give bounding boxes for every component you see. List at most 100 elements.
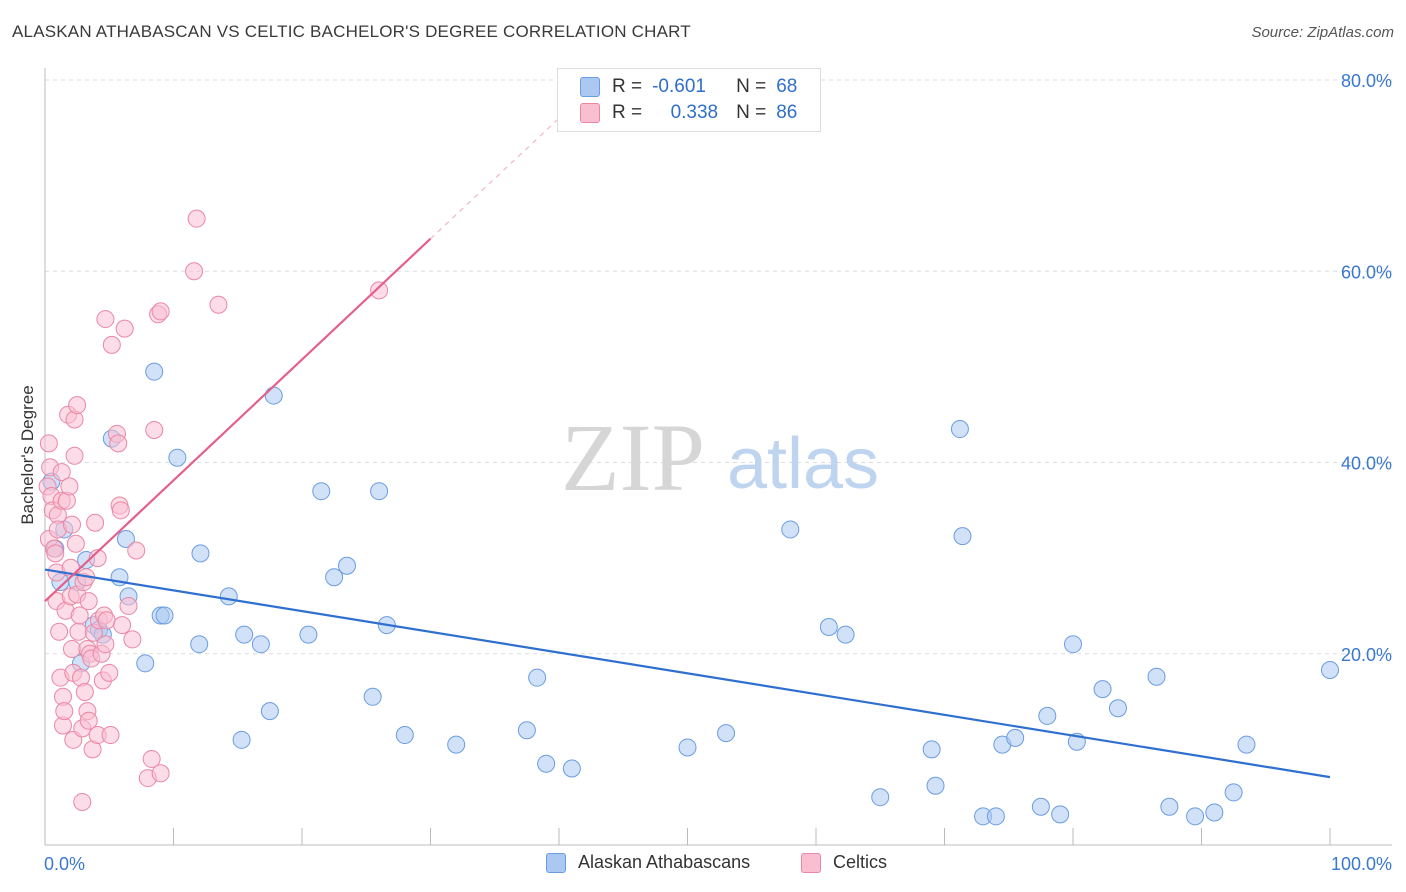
- legend-row-athabascan: R = -0.601 N = 68: [580, 75, 797, 99]
- celtic-trend-extension: [430, 117, 560, 240]
- y-tick-label: 80.0%: [1341, 71, 1392, 91]
- athabascan-point: [517, 721, 536, 740]
- celtic-point: [60, 477, 79, 496]
- athabascan-point: [337, 556, 356, 575]
- athabascan-point: [1224, 783, 1243, 802]
- athabascan-point: [299, 625, 318, 644]
- x-tick-label: 100.0%: [1331, 854, 1392, 874]
- legend-swatch-athabascan: [580, 77, 600, 97]
- celtic-point: [113, 616, 132, 635]
- celtic-point: [109, 434, 128, 453]
- celtic-point: [145, 420, 164, 439]
- athabascan-point: [528, 668, 547, 687]
- legend-n-label: N =: [736, 76, 767, 97]
- y-tick-label: 20.0%: [1341, 645, 1392, 665]
- celtic-point: [187, 209, 206, 228]
- athabascan-point: [116, 530, 135, 548]
- athabascan-point: [1108, 699, 1127, 718]
- athabascan-point: [950, 420, 969, 439]
- legend-swatch-celtics: [580, 103, 600, 123]
- athabascan-point: [325, 568, 344, 587]
- celtic-point: [101, 726, 120, 745]
- athabascan-point: [871, 788, 890, 807]
- axes: [44, 68, 1392, 846]
- celtic-point: [96, 310, 115, 329]
- athabascan-point: [1093, 680, 1112, 699]
- celtic-point: [97, 611, 116, 630]
- celtic-point: [370, 281, 389, 300]
- celtic-point: [65, 446, 84, 465]
- celtic-point: [75, 683, 94, 701]
- legend-item-athabascans[interactable]: Alaskan Athabascans: [546, 852, 750, 873]
- celtic-point: [142, 749, 161, 768]
- legend-row-celtics: R = 0.338 N = 86: [580, 101, 797, 125]
- athabascan-trend-line: [44, 568, 1331, 779]
- athabascan-point: [145, 362, 164, 381]
- athabascan-point: [537, 754, 556, 773]
- athabascan-point: [235, 625, 254, 644]
- legend-item-celtics[interactable]: Celtics: [801, 852, 887, 873]
- celtic-point: [185, 262, 204, 281]
- athabascan-point: [370, 482, 389, 501]
- celtic-point: [46, 544, 65, 563]
- celtic-point: [151, 302, 170, 321]
- trend-lines: [44, 117, 1331, 779]
- celtic-point: [151, 764, 170, 783]
- athabascan-point: [1205, 803, 1224, 822]
- athabascan-point: [251, 635, 270, 654]
- watermark-zip: ZIP: [561, 404, 705, 511]
- athabascan-point: [1038, 706, 1057, 725]
- celtic-point: [52, 463, 71, 482]
- legend-label: Celtics: [833, 852, 888, 872]
- celtic-point: [68, 396, 87, 415]
- athabascan-point: [168, 448, 187, 467]
- athabascan-point: [395, 726, 414, 745]
- celtic-point: [123, 630, 142, 649]
- celtic-point: [100, 663, 119, 682]
- celtic-point: [66, 534, 85, 553]
- athabascan-point: [1051, 805, 1070, 824]
- celtic-point: [127, 541, 146, 560]
- legend-r-value: 0.338: [670, 102, 719, 123]
- athabascan-point: [136, 654, 155, 673]
- tick-labels: 20.0% 40.0% 60.0% 80.0% 0.0% 100.0%: [44, 71, 1392, 874]
- celtic-point: [50, 622, 69, 641]
- athabascan-point: [1006, 728, 1025, 747]
- legend-n-label: N =: [736, 102, 767, 123]
- athabascan-point: [836, 625, 855, 644]
- celtic-point: [39, 434, 58, 453]
- celtic-trend-line: [44, 237, 432, 602]
- celtic-point: [102, 335, 121, 354]
- athabascan-point: [363, 687, 382, 706]
- celtic-point: [62, 515, 81, 534]
- chart-title: ALASKAN ATHABASCAN VS CELTIC BACHELOR'S …: [12, 22, 691, 41]
- y-tick-label: 40.0%: [1341, 454, 1392, 474]
- series-legend: Alaskan Athabascans Celtics: [0, 852, 1406, 878]
- celtic-point: [69, 622, 88, 641]
- legend-n-value: 68: [776, 76, 798, 97]
- athabascan-point: [190, 635, 209, 654]
- celtic-point: [111, 501, 130, 520]
- athabascan-point: [781, 520, 800, 539]
- athabascan-point: [1186, 807, 1205, 826]
- athabascan-point: [1064, 635, 1082, 654]
- y-tick-label: 60.0%: [1341, 262, 1392, 282]
- data-points: [38, 209, 1339, 826]
- athabascan-point: [986, 807, 1005, 826]
- celtic-point: [119, 596, 138, 615]
- athabascan-point: [260, 702, 279, 721]
- celtic-point: [96, 635, 115, 654]
- watermark: ZIP atlas: [561, 404, 879, 511]
- celtic-point: [70, 606, 89, 625]
- athabascan-point: [155, 606, 174, 625]
- athabascan-point: [191, 544, 210, 563]
- athabascan-point: [562, 759, 581, 778]
- celtic-point: [73, 792, 92, 811]
- celtic-point: [209, 295, 228, 314]
- source-label: Source: ZipAtlas.com: [1251, 24, 1394, 41]
- legend-r-label: R =: [612, 102, 643, 123]
- celtic-point: [79, 592, 98, 611]
- athabascan-point: [926, 776, 945, 795]
- athabascan-point: [1147, 667, 1166, 686]
